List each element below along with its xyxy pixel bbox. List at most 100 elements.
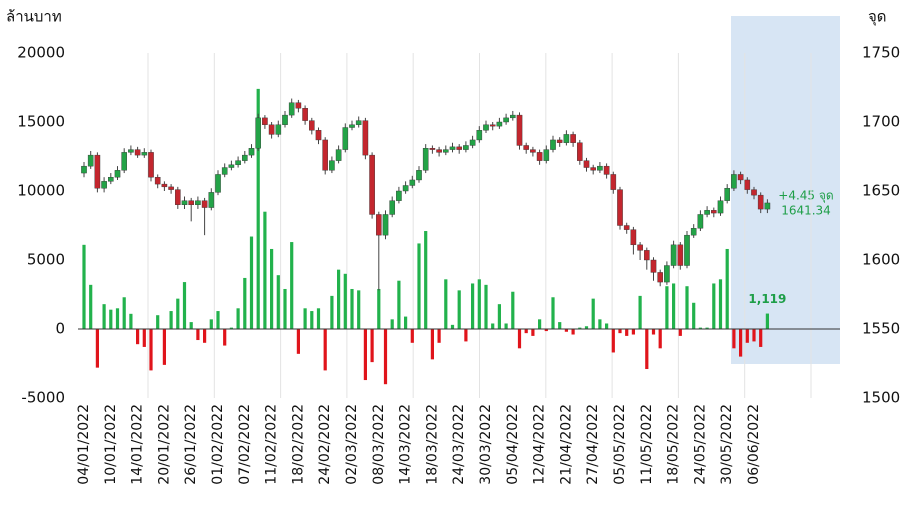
- flow-bar: [350, 288, 354, 329]
- flow-bar: [343, 273, 347, 329]
- flow-bar: [316, 308, 321, 329]
- flow-bar: [625, 329, 629, 336]
- y-tick-label: 5000: [27, 251, 65, 269]
- flow-bar: [189, 322, 193, 329]
- flow-bar: [598, 319, 602, 329]
- candle-body: [416, 170, 422, 181]
- flow-bar: [732, 329, 736, 349]
- candle-body: [697, 214, 704, 229]
- flow-bar: [511, 291, 515, 329]
- flow-bar: [263, 211, 267, 329]
- flow-bar: [638, 295, 642, 329]
- flow-bar: [450, 324, 455, 329]
- flow-bar: [249, 236, 254, 329]
- flow-bar: [718, 279, 723, 329]
- candle-body: [396, 190, 402, 201]
- candle-body: [443, 149, 449, 153]
- candle-body: [510, 114, 516, 119]
- candle-body: [101, 181, 107, 189]
- flow-bar: [323, 329, 327, 371]
- y2-tick-label: 1700: [862, 113, 900, 131]
- flow-bar: [182, 282, 187, 329]
- flow-bar: [156, 315, 160, 329]
- y2-axis-label: จุด: [868, 8, 887, 27]
- flow-bar: [705, 327, 709, 329]
- flow-bar: [491, 323, 495, 329]
- x-tick-label: 01/02/2022: [210, 404, 226, 485]
- candle-body: [737, 174, 744, 181]
- candle-body: [208, 192, 215, 208]
- candle-body: [483, 124, 489, 131]
- flow-bar: [176, 298, 180, 329]
- flow-bar: [303, 308, 307, 329]
- candle-body: [456, 146, 463, 150]
- flow-bar: [229, 327, 233, 329]
- candle-body: [362, 120, 369, 156]
- candle-body: [228, 164, 235, 168]
- candle-body: [422, 148, 429, 171]
- x-tick-label: 11/05/2022: [639, 404, 655, 485]
- flow-bar: [330, 295, 334, 329]
- candle-body: [523, 145, 529, 150]
- flow-bar: [504, 323, 508, 329]
- candle-body: [684, 234, 690, 266]
- candle-body: [382, 214, 389, 236]
- candle-body: [711, 210, 717, 214]
- y2-tick-label: 1600: [862, 251, 900, 269]
- flow-bar: [618, 329, 622, 334]
- flow-bar: [611, 329, 615, 353]
- flow-bar: [457, 290, 461, 329]
- candle-body: [195, 200, 201, 206]
- flow-bar: [370, 329, 374, 363]
- flow-bar: [651, 329, 656, 335]
- y2-tick-label: 1650: [862, 182, 900, 200]
- candle-body: [429, 148, 436, 150]
- flow-bar: [115, 308, 120, 329]
- flow-bar: [136, 329, 140, 345]
- candle-body: [409, 179, 416, 186]
- flow-bar: [337, 269, 341, 329]
- candle-body: [376, 214, 382, 236]
- candle-body: [563, 134, 570, 143]
- flow-bar: [430, 329, 434, 360]
- candle-body: [215, 174, 221, 193]
- flow-bar: [404, 316, 408, 329]
- flow-bar: [571, 329, 575, 335]
- x-tick-label: 30/05/2022: [719, 404, 735, 485]
- candle-body: [536, 152, 543, 161]
- flow-bar: [149, 329, 153, 371]
- flow-bar: [477, 279, 481, 329]
- x-tick-label: 14/01/2022: [130, 404, 146, 485]
- candle-body: [114, 170, 121, 178]
- candle-body: [650, 259, 657, 273]
- x-tick-label: 18/03/2022: [424, 404, 440, 485]
- flow-bar: [444, 279, 448, 329]
- x-tick-label: 05/04/2022: [505, 404, 521, 485]
- candle-body: [570, 134, 576, 143]
- flow-bar: [383, 329, 388, 385]
- candle-body: [623, 225, 630, 230]
- candle-body: [664, 265, 670, 283]
- flow-bar: [578, 327, 582, 329]
- x-tick-label: 20/01/2022: [156, 404, 172, 485]
- flow-bar: [270, 248, 274, 329]
- candle-body: [329, 160, 335, 171]
- flow-bar: [672, 283, 676, 329]
- flow-bar: [142, 329, 146, 347]
- flow-bar: [196, 329, 200, 341]
- flow-bar: [739, 329, 743, 357]
- flow-bar: [363, 329, 367, 381]
- close-annotation: 1641.34: [781, 204, 831, 218]
- candle-body: [282, 114, 288, 125]
- candle-body: [355, 120, 362, 125]
- flow-bar: [544, 329, 548, 332]
- x-tick-label: 18/02/2022: [290, 404, 306, 485]
- flow-bar: [424, 231, 428, 329]
- candle-body: [87, 154, 94, 167]
- flow-bar: [162, 329, 166, 365]
- candle-body: [577, 142, 583, 161]
- candle-body: [288, 102, 295, 116]
- x-tick-label: 30/03/2022: [478, 404, 494, 485]
- x-tick-label: 04/01/2022: [76, 404, 92, 485]
